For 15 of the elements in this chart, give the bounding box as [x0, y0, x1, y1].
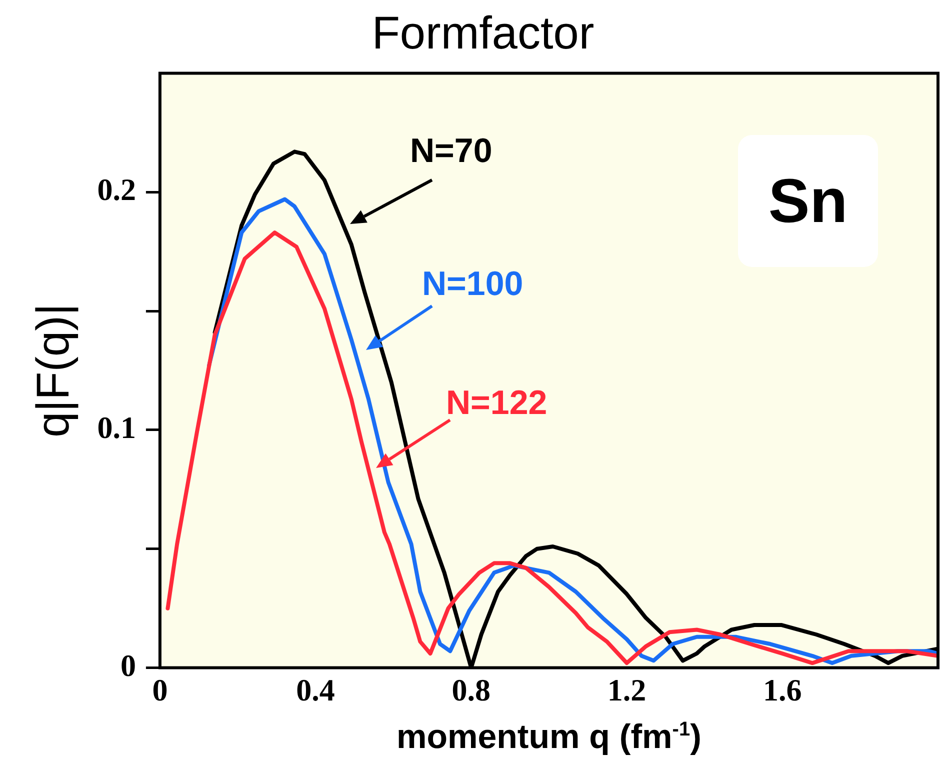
- text: N=70: [410, 132, 492, 171]
- x-tick-label: 0.8: [452, 672, 491, 708]
- y-axis-title: q|F(q)|: [26, 304, 78, 438]
- x-axis-title: momentum q (fm$^{-1}$): [396, 718, 702, 757]
- text: N=122: [446, 384, 548, 423]
- x-tick-label: 1.6: [763, 672, 802, 708]
- y-tick-label: 0.1: [97, 410, 136, 445]
- x-tick-label: 1.2: [607, 672, 646, 708]
- x-tick-label: 0: [152, 672, 168, 708]
- chart-title: Formfactor: [372, 6, 594, 58]
- y-tick-label: 0.2: [97, 172, 136, 208]
- text: N=100: [422, 265, 524, 304]
- y-tick-label: 0: [120, 648, 136, 683]
- annotation: Sn: [738, 135, 878, 267]
- x-tick-label: 0.4: [296, 672, 335, 708]
